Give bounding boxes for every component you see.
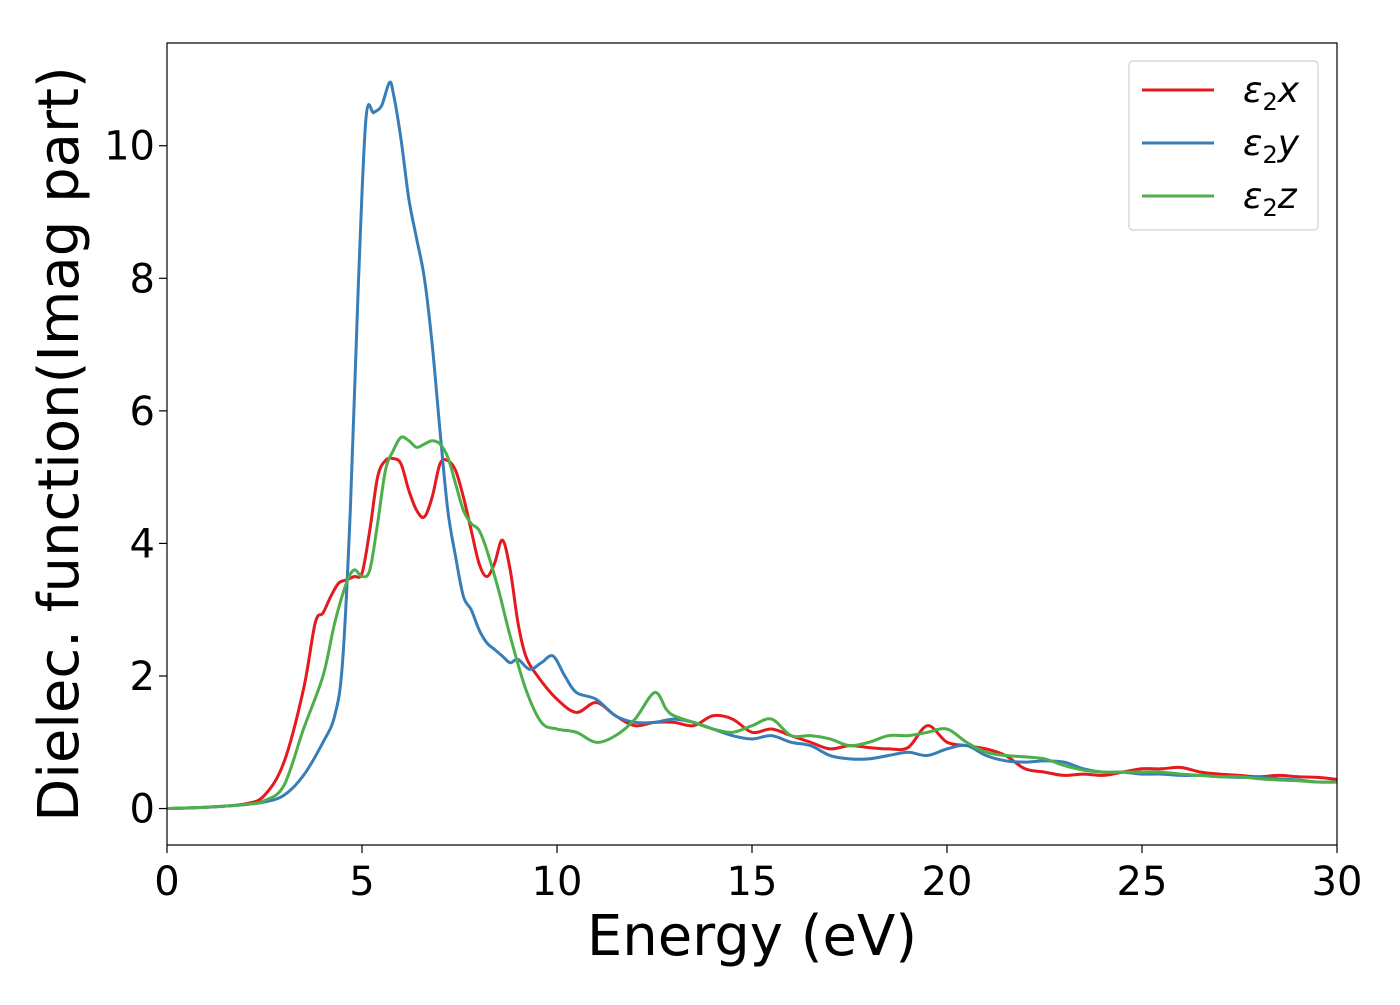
y-tick-label: 4 — [130, 521, 155, 567]
legend-label-z: ε2z — [1243, 176, 1298, 222]
x-tick-label: 0 — [154, 859, 179, 905]
y-tick-label: 8 — [130, 256, 155, 302]
x-ticks: 0 5 10 15 20 25 30 — [154, 845, 1362, 905]
y-tick-label: 0 — [130, 787, 155, 833]
x-tick-label: 10 — [532, 859, 583, 905]
series-line-z — [167, 435, 1337, 811]
legend-box — [1128, 60, 1319, 231]
legend-label-y: ε2y — [1243, 123, 1300, 169]
x-tick-label: 30 — [1312, 859, 1363, 905]
y-tick-label: 6 — [130, 389, 155, 435]
x-axis-label: Energy (eV) — [587, 904, 917, 969]
series-line-x — [167, 456, 1337, 811]
x-tick-label: 5 — [349, 859, 374, 905]
series-layer — [167, 80, 1337, 811]
legend: ε2x ε2y ε2z — [1128, 60, 1319, 231]
y-axis-label: Dielec. function(Imag part) — [27, 66, 92, 822]
y-tick-label: 2 — [130, 654, 155, 700]
x-tick-label: 20 — [922, 859, 973, 905]
legend-label-x: ε2x — [1243, 70, 1300, 116]
x-tick-label: 15 — [727, 859, 778, 905]
y-ticks: 0 2 4 6 8 10 — [104, 124, 167, 833]
x-tick-label: 25 — [1117, 859, 1168, 905]
y-tick-label: 10 — [104, 124, 155, 170]
